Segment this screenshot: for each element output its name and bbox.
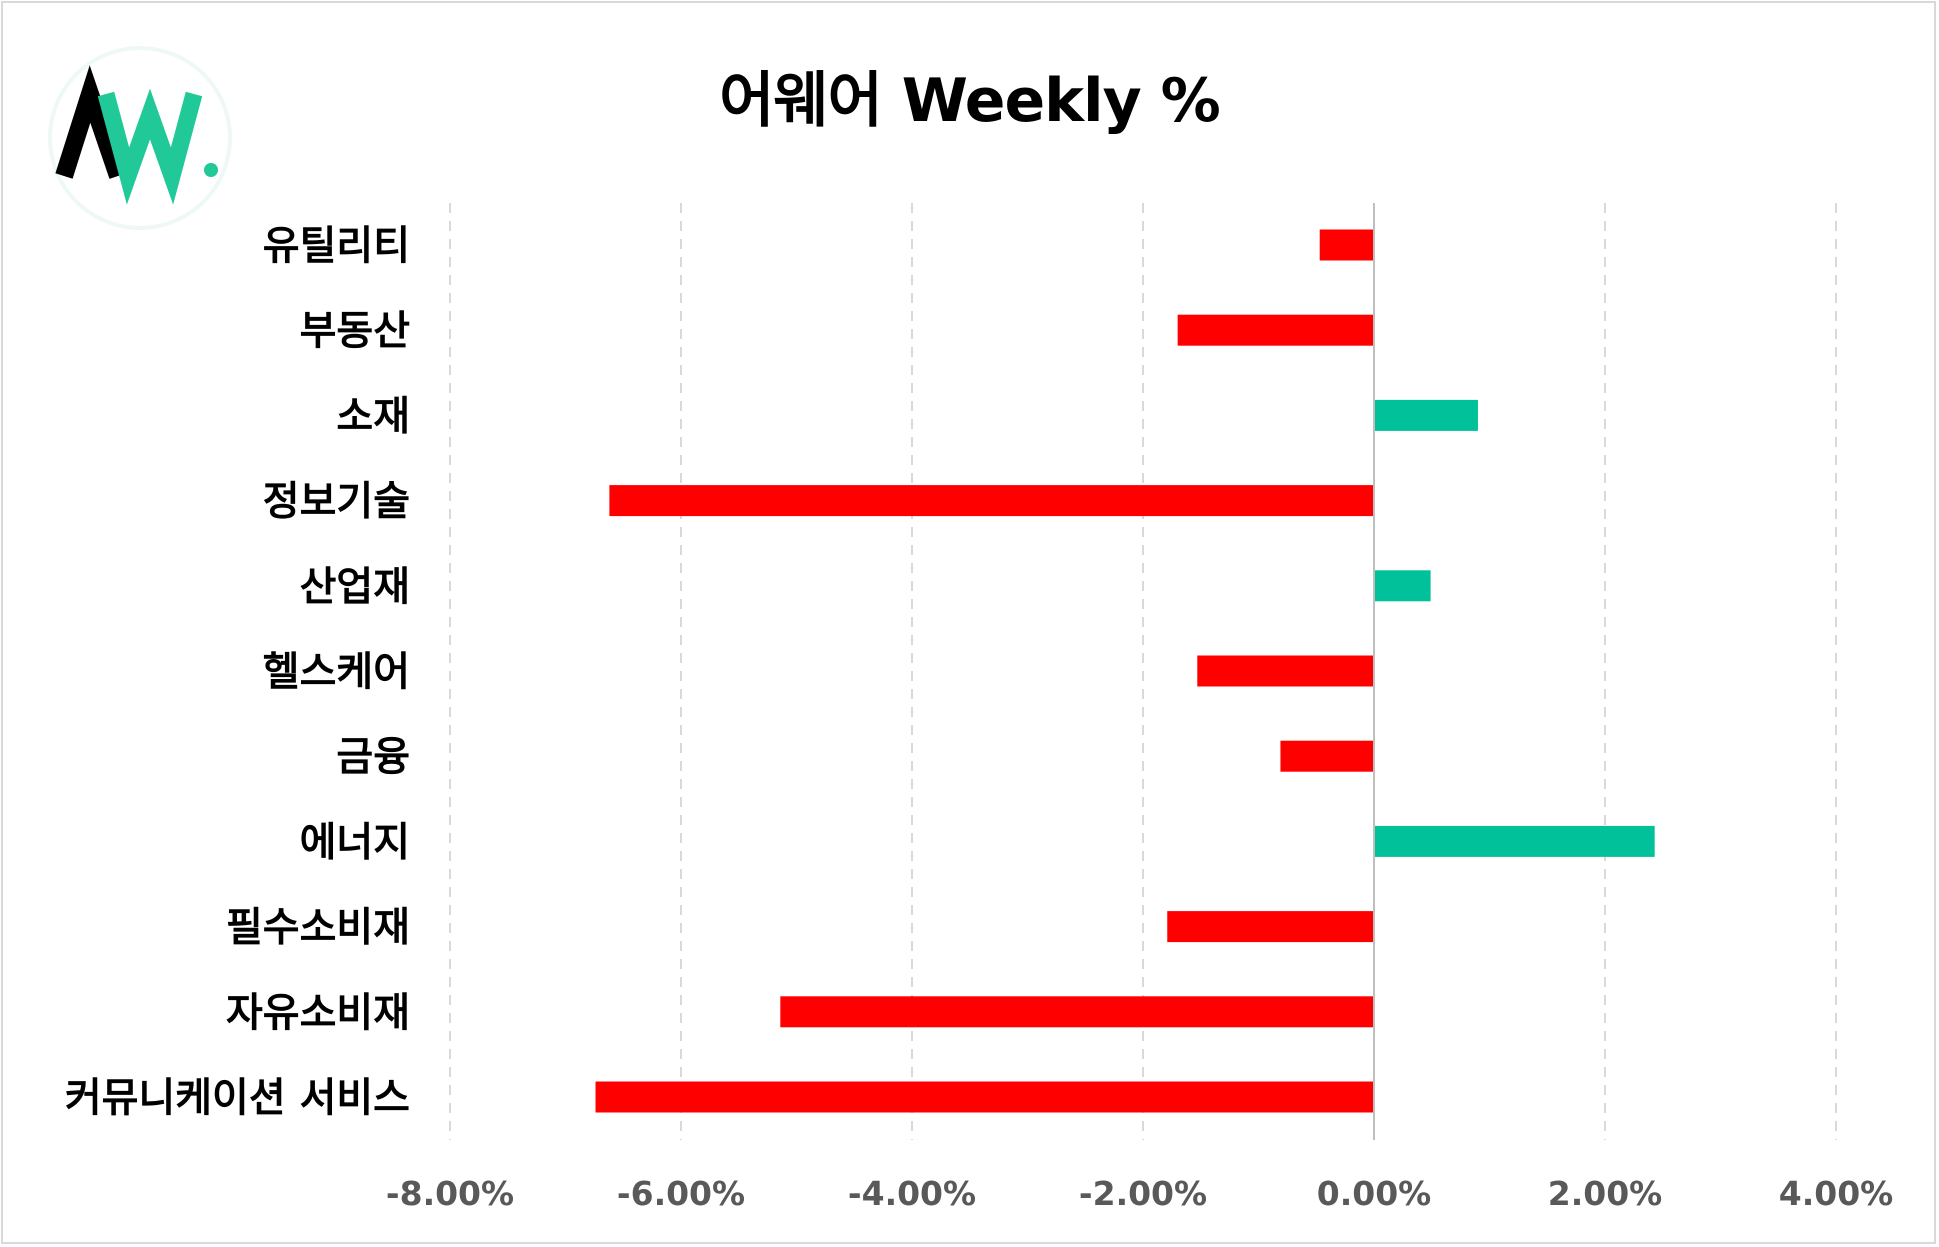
category-label: 필수소비재 <box>226 905 410 951</box>
bar <box>1280 740 1374 772</box>
bar <box>1197 655 1374 687</box>
category-label: 부동산 <box>300 308 411 354</box>
x-tick-label: -2.00% <box>1079 1174 1207 1213</box>
bar <box>1374 399 1478 431</box>
bar <box>1374 570 1431 602</box>
x-tick-label: -6.00% <box>617 1174 745 1213</box>
category-label: 유틸리티 <box>263 223 410 269</box>
category-label: 헬스케어 <box>263 649 410 695</box>
x-tick-label: 0.00% <box>1317 1174 1432 1213</box>
x-tick-label: 4.00% <box>1779 1174 1894 1213</box>
x-tick-label: 2.00% <box>1548 1174 1663 1213</box>
bar <box>780 996 1374 1028</box>
category-label: 커뮤니케이션 서비스 <box>65 1075 410 1121</box>
bar <box>1167 911 1374 943</box>
aw-logo-icon <box>48 46 232 230</box>
x-tick-label: -4.00% <box>848 1174 976 1213</box>
bar <box>609 485 1374 517</box>
category-label: 정보기술 <box>263 479 410 525</box>
bar <box>1177 314 1374 346</box>
chart-title: 어웨어 Weekly % <box>719 66 1221 136</box>
bar <box>595 1081 1374 1113</box>
category-label: 에너지 <box>300 819 410 865</box>
category-label: 금융 <box>336 734 410 780</box>
x-tick-label: -8.00% <box>386 1174 514 1213</box>
bar <box>1374 825 1655 857</box>
category-label: 자유소비재 <box>226 990 410 1036</box>
bar <box>1319 229 1374 261</box>
category-label: 소재 <box>336 393 410 439</box>
category-label: 산업재 <box>300 564 410 610</box>
